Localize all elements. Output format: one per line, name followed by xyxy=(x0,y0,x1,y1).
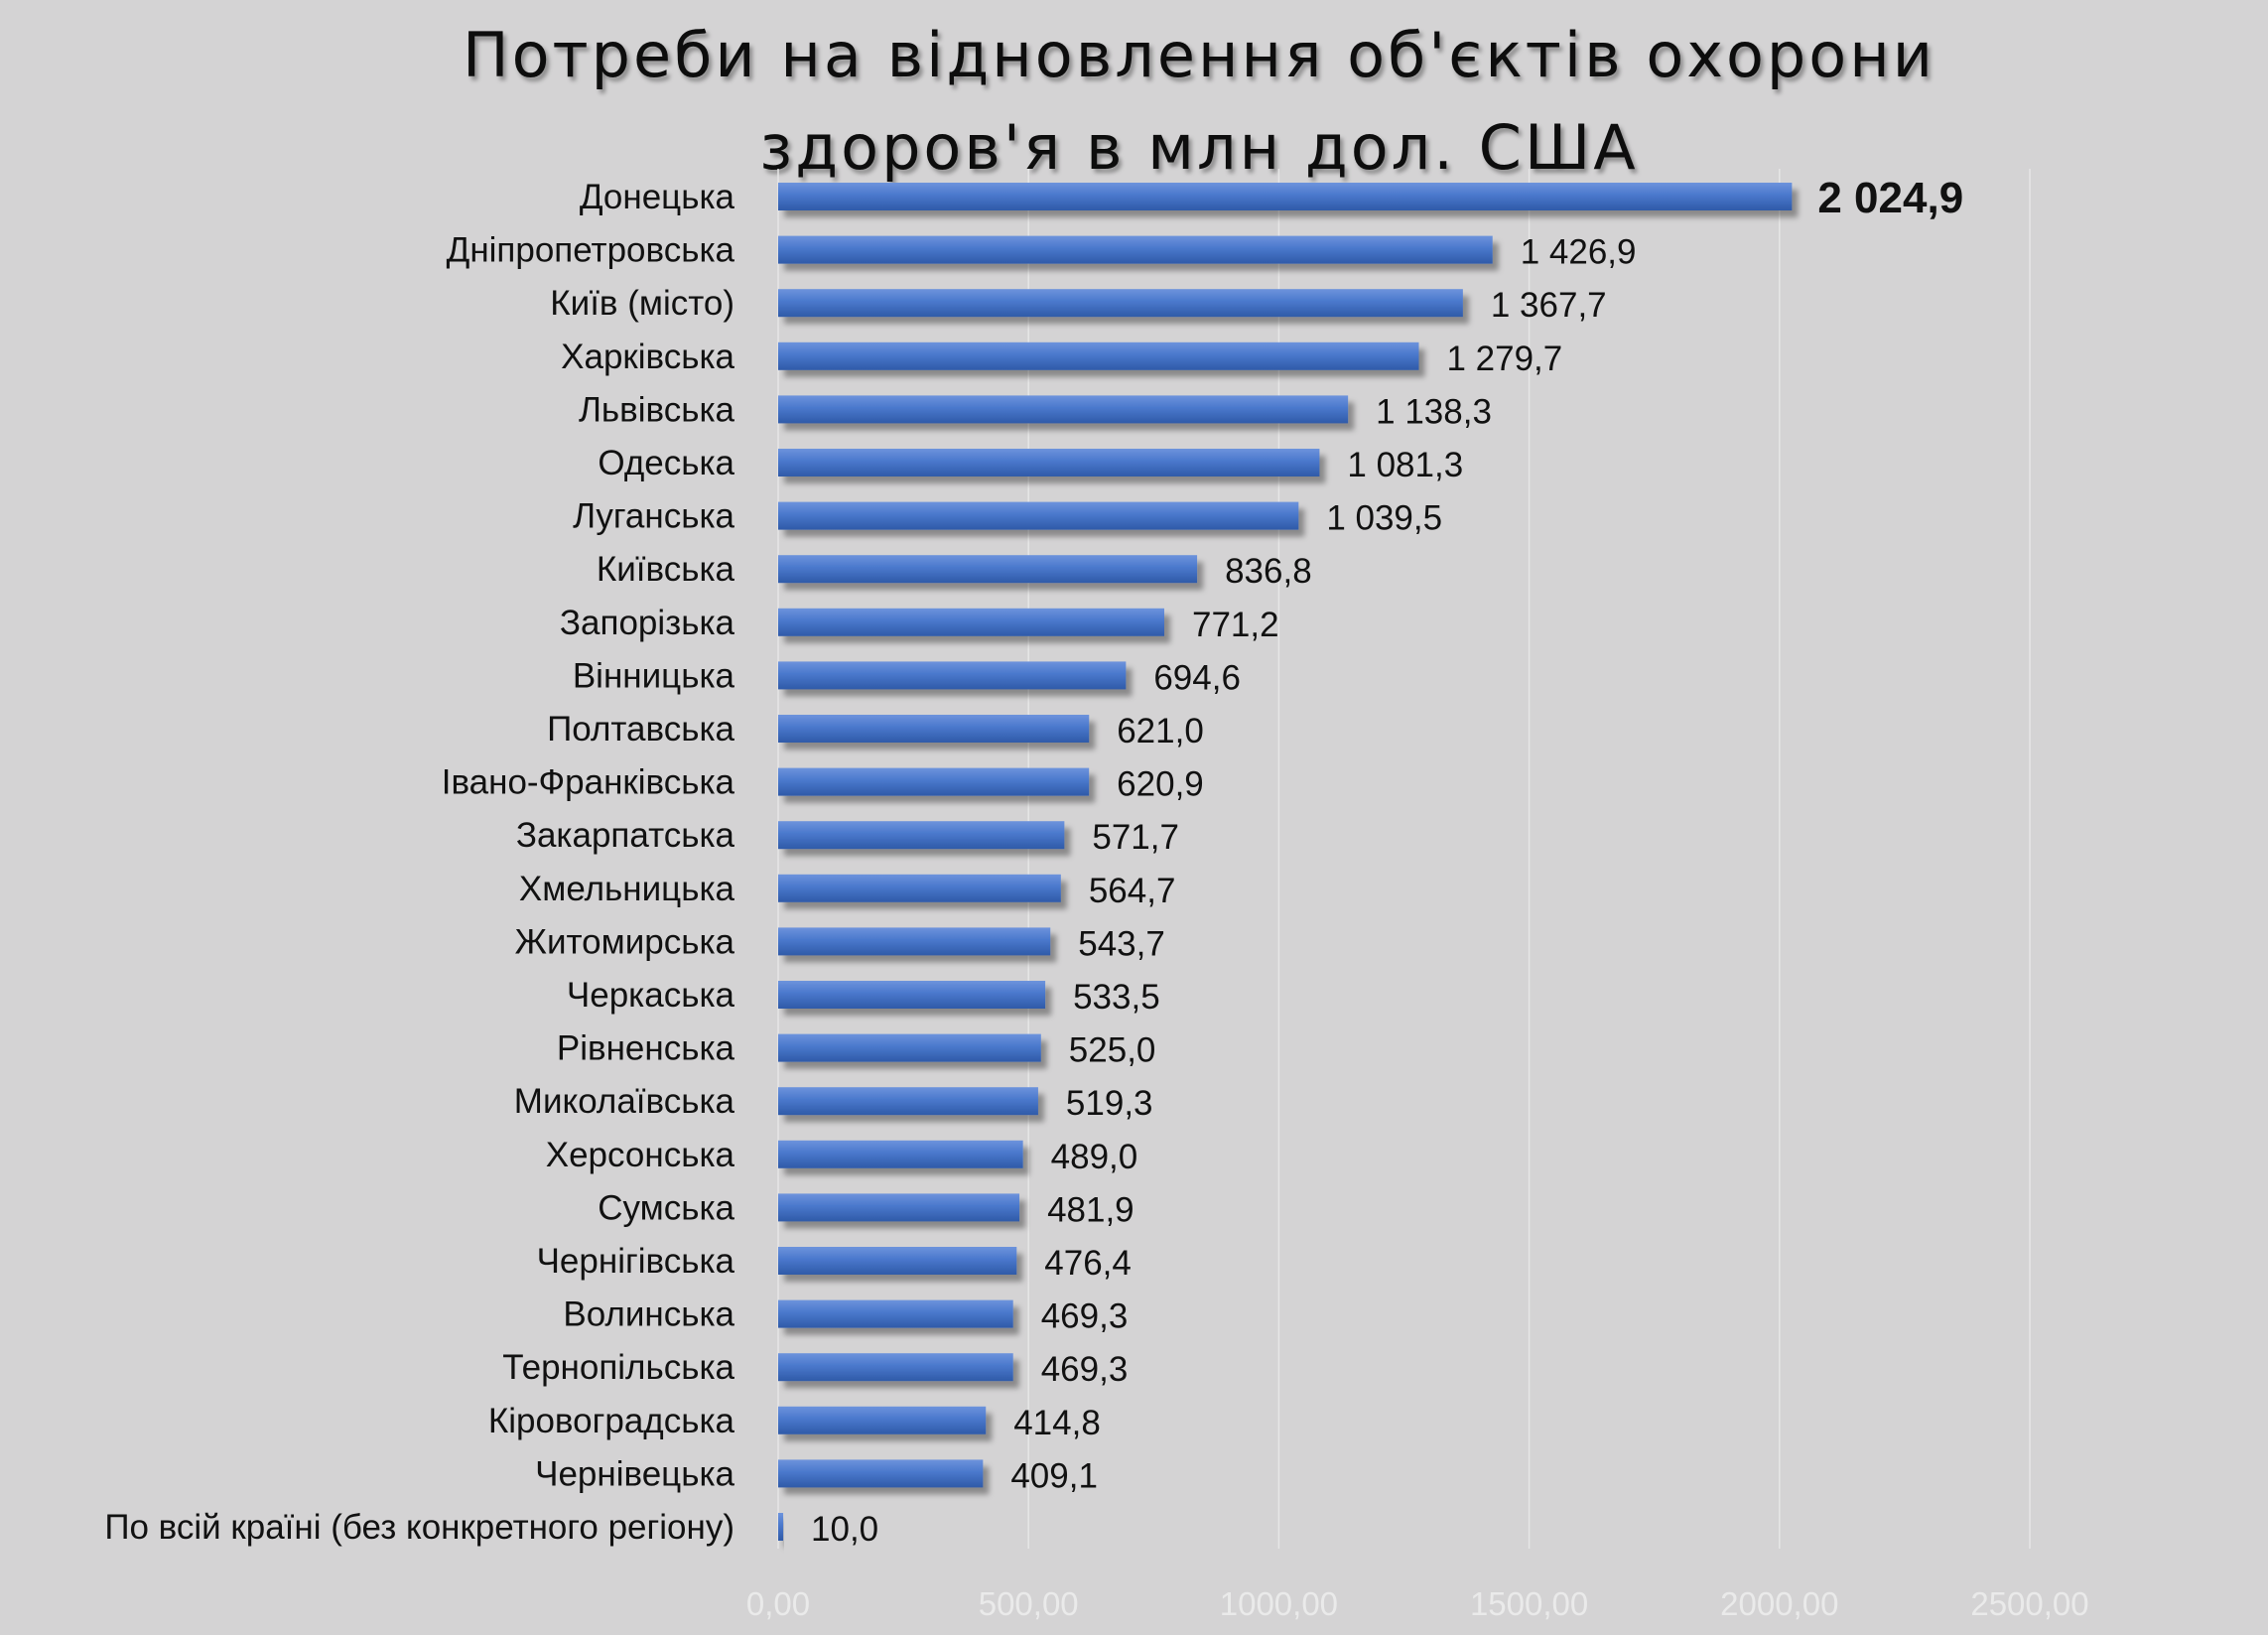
bar xyxy=(778,927,1051,956)
bar xyxy=(778,981,1046,1009)
category-label: Тернопільська xyxy=(502,1348,734,1387)
value-label: 543,7 xyxy=(1078,924,1165,963)
bar xyxy=(778,767,1090,796)
bar xyxy=(778,661,1127,690)
bar xyxy=(778,1353,1013,1382)
category-label: Полтавська xyxy=(547,710,734,749)
grid xyxy=(777,169,2031,1549)
bar xyxy=(778,341,1419,370)
value-label: 1 426,9 xyxy=(1521,233,1637,272)
bar xyxy=(778,1193,1020,1222)
bars xyxy=(778,183,1793,1541)
bar xyxy=(778,1247,1017,1275)
category-label: Київська xyxy=(597,550,735,589)
category-label: Донецька xyxy=(580,178,735,216)
chart-title-line-1: Потреби на відновлення об'єктів охорони xyxy=(463,19,1935,91)
value-label: 621,0 xyxy=(1117,712,1204,750)
value-label: 469,3 xyxy=(1041,1297,1129,1336)
value-label: 10,0 xyxy=(811,1510,878,1549)
value-label: 694,6 xyxy=(1153,658,1241,697)
category-label: Миколаївська xyxy=(514,1082,735,1121)
value-label: 1 039,5 xyxy=(1326,499,1442,538)
category-label: Житомирська xyxy=(515,922,735,961)
bar xyxy=(778,235,1493,264)
x-tick-label: 500,00 xyxy=(979,1585,1079,1622)
value-label: 1 279,7 xyxy=(1446,340,1562,378)
category-label: Рівненська xyxy=(557,1029,735,1068)
bar xyxy=(778,395,1349,424)
bar xyxy=(778,1513,784,1541)
bar xyxy=(778,1406,987,1434)
category-labels: Донецька Дніпропетровська Київ (місто) Харк… xyxy=(104,178,734,1547)
chart-title-line-2: здоров'я в млн дол. США xyxy=(759,111,1638,184)
value-label: 1 081,3 xyxy=(1347,446,1463,484)
bar xyxy=(778,874,1061,902)
bar xyxy=(778,449,1320,477)
category-label: По всій країні (без конкретного регіону) xyxy=(104,1508,734,1547)
x-tick-label: 0,00 xyxy=(746,1585,810,1622)
value-label: 564,7 xyxy=(1089,872,1176,910)
value-label: 409,1 xyxy=(1010,1456,1098,1495)
bar xyxy=(778,821,1065,850)
bar xyxy=(778,608,1164,636)
category-label: Луганська xyxy=(573,497,734,536)
bar xyxy=(778,1033,1041,1062)
x-tick-label: 2000,00 xyxy=(1720,1585,1838,1622)
bar xyxy=(778,715,1090,743)
bar xyxy=(778,1140,1023,1168)
x-tick-label: 1000,00 xyxy=(1220,1585,1338,1622)
bar xyxy=(778,501,1299,530)
value-label: 2 024,9 xyxy=(1817,174,1963,222)
category-label: Сумська xyxy=(598,1188,734,1227)
value-label: 414,8 xyxy=(1013,1404,1101,1442)
category-label: Львівська xyxy=(579,390,735,429)
category-label: Закарпатська xyxy=(516,816,735,855)
category-label: Чернігівська xyxy=(537,1242,735,1281)
category-label: Херсонська xyxy=(546,1136,735,1174)
value-label: 489,0 xyxy=(1051,1138,1138,1176)
bar xyxy=(778,1459,984,1488)
value-label: 1 367,7 xyxy=(1491,286,1607,325)
chart-title: Потреби на відновлення об'єктів охорони … xyxy=(463,19,1935,184)
bar xyxy=(778,289,1463,318)
category-label: Одеська xyxy=(598,444,734,482)
value-label: 771,2 xyxy=(1192,606,1279,644)
category-label: Запорізька xyxy=(560,604,735,642)
category-label: Чернівецька xyxy=(535,1454,734,1493)
value-label: 836,8 xyxy=(1225,552,1312,591)
value-label: 519,3 xyxy=(1066,1084,1153,1123)
category-label: Харківська xyxy=(561,338,734,376)
x-tick-label: 2500,00 xyxy=(1970,1585,2088,1622)
category-label: Івано-Франківська xyxy=(442,763,735,802)
category-label: Київ (місто) xyxy=(550,284,734,323)
x-axis-tick-labels: 0,00 500,00 1000,00 1500,00 2000,00 2500,00 xyxy=(746,1585,2089,1622)
value-labels: 2 024,9 1 426,9 1 367,7 1 279,7 1 138,3 1 081… xyxy=(811,174,1963,1549)
x-tick-label: 1500,00 xyxy=(1470,1585,1588,1622)
value-label: 469,3 xyxy=(1041,1350,1129,1389)
value-label: 533,5 xyxy=(1073,978,1160,1017)
bar xyxy=(778,555,1198,584)
bar xyxy=(778,1087,1038,1116)
value-label: 476,4 xyxy=(1044,1244,1132,1283)
category-label: Хмельницька xyxy=(519,870,735,908)
category-label: Кіровоградська xyxy=(488,1402,735,1440)
value-label: 1 138,3 xyxy=(1376,392,1492,431)
value-label: 620,9 xyxy=(1117,765,1204,804)
category-label: Дніпропетровська xyxy=(447,231,735,270)
category-label: Черкаська xyxy=(567,976,735,1015)
category-label: Волинська xyxy=(563,1295,734,1334)
value-label: 571,7 xyxy=(1092,818,1179,857)
category-label: Вінницька xyxy=(573,656,735,695)
value-label: 481,9 xyxy=(1047,1190,1134,1229)
bar xyxy=(778,183,1793,210)
bar xyxy=(778,1299,1013,1328)
value-label: 525,0 xyxy=(1069,1031,1156,1070)
